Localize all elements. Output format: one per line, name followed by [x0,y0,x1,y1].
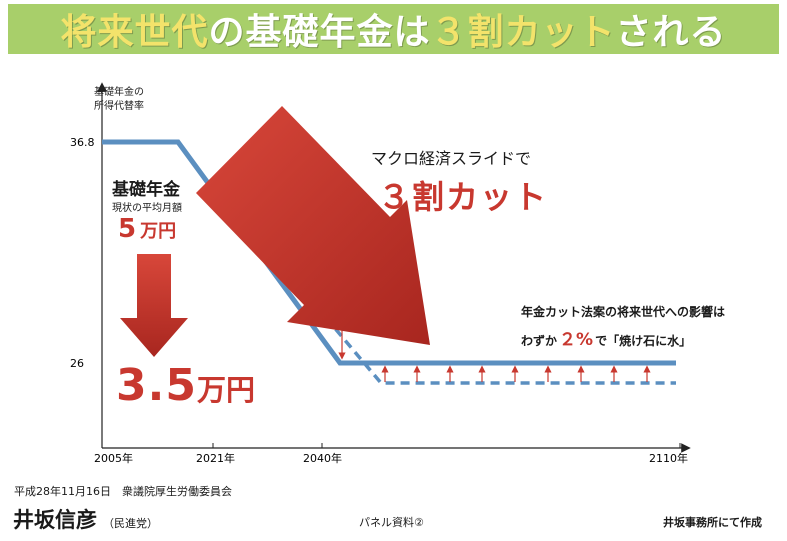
x-tick-label-2005: 2005年 [94,451,133,465]
left-down-arrow [120,254,188,357]
x-tick-label-2040: 2040年 [303,451,342,465]
current-amount-unit: 万円 [140,221,177,242]
bill-impact-line-2: わずか ２% で「焼け石に水」 [521,325,691,350]
future-amount: 3.5万円 [116,360,255,411]
title-part-4: される [615,12,727,53]
current-amount: 5 万円 [118,214,176,244]
y-axis-label-line-1: 基礎年金の [94,87,144,98]
panel-label: パネル資料② [359,516,424,529]
title-part-2: の基礎年金は [208,12,431,53]
left-subheading: 現状の平均月額 [112,203,182,214]
title-text: 将来世代の基礎年金は３割カットされる [60,3,726,55]
y-tick-label-36-8: 36.8 [70,136,95,149]
bill-impact-line-1: 年金カット法案の将来世代への影響は [521,305,726,319]
bill-percent: ２% [559,330,594,350]
bill-suffix: で「焼け石に水」 [595,334,692,348]
x-tick-label-2110: 2110年 [649,451,688,465]
title-highlight-1: 将来世代 [60,12,209,53]
title-highlight-2: ３割カット [430,12,616,53]
bill-prefix: わずか [521,334,558,348]
presenter-name: 井坂信彦 [13,508,97,532]
future-amount-unit: 万円 [196,373,255,407]
left-heading: 基礎年金 [112,180,180,200]
flat-up-arrows [381,365,651,382]
big-diagonal-arrow [196,106,430,345]
date-and-committee: 平成28年11月16日 衆議院厚生労働委員会 [14,485,232,498]
title-banner: 将来世代の基礎年金は３割カットされる [8,4,779,54]
y-tick-label-26-0: 26 [70,357,84,370]
current-amount-number: 5 [118,214,137,244]
future-amount-number: 3.5 [116,360,197,411]
presenter-party: （民進党） [103,517,158,530]
y-axis-label-line-2: 所得代替率 [94,101,144,112]
x-tick-label-2021: 2021年 [196,451,235,465]
x-tick-marks [212,443,681,448]
macro-slide-label: マクロ経済スライドで [371,149,532,168]
presenter: 井坂信彦 （民進党） [13,504,158,534]
macro-cut-label: ３割カット [378,178,549,216]
maker-label: 井坂事務所にて作成 [663,516,762,529]
